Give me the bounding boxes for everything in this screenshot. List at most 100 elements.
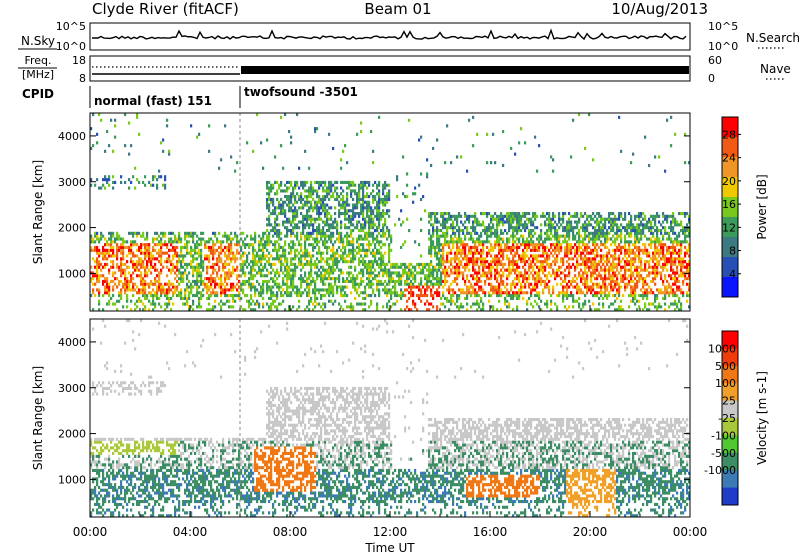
data-cell [544,237,547,241]
data-cell [388,279,391,283]
data-cell [100,186,103,190]
data-cell [512,214,515,218]
data-cell [364,296,367,300]
data-cell [508,302,511,306]
data-cell [154,243,157,247]
data-cell [564,254,567,258]
data-cell [110,279,113,283]
data-cell [192,265,195,269]
data-cell [590,251,593,255]
data-cell [280,265,283,269]
data-cell [540,260,543,264]
data-cell [256,251,259,255]
data-cell [378,226,381,230]
data-cell [152,299,155,303]
data-cell [234,294,237,298]
data-cell [274,257,277,261]
data-cell [114,180,117,184]
data-cell [274,274,277,278]
data-cell [286,294,289,298]
data-cell [138,180,141,184]
data-cell [300,192,303,196]
data-cell [276,254,279,258]
data-cell [104,265,107,269]
data-cell [206,265,209,269]
data-cell [556,245,559,249]
data-cell [290,260,293,264]
data-cell [572,294,575,298]
data-cell [550,220,553,224]
data-cell [302,214,305,218]
data-cell [148,251,151,255]
data-cell [110,118,113,122]
data-cell [480,260,483,264]
data-cell [98,240,101,244]
data-cell [294,234,297,238]
data-cell [410,285,413,289]
data-cell [162,265,165,269]
data-cell [208,285,211,289]
data-cell [616,282,619,286]
data-cell [374,245,377,249]
data-cell [446,279,449,283]
data-cell [598,296,601,300]
data-cell [406,265,409,269]
data-cell [568,217,571,221]
data-cell [594,254,597,258]
data-cell [574,279,577,283]
data-cell [400,265,403,269]
data-cell [484,212,487,216]
data-cell [324,197,327,201]
data-cell [464,212,467,216]
data-cell [112,245,115,249]
data-cell [496,231,499,235]
data-cell [242,291,245,295]
data-cell [410,288,413,292]
data-cell [110,240,113,244]
data-cell [170,262,173,266]
data-cell [258,257,261,261]
data-cell [552,243,555,247]
data-cell [368,214,371,218]
data-cell [280,144,283,148]
data-cell [208,257,211,261]
data-cell [526,277,529,281]
data-cell [362,248,365,252]
data-cell [496,288,499,292]
data-cell [310,279,313,283]
data-cell [224,271,227,275]
data-cell [536,271,539,275]
data-cell [102,257,105,261]
data-cell [120,175,123,179]
data-cell [316,262,319,266]
data-cell [220,277,223,281]
data-cell [550,229,553,233]
data-cell [254,288,257,292]
data-cell [530,248,533,252]
data-cell [220,305,223,309]
data-cell [166,282,169,286]
data-cell [586,229,589,233]
data-cell [358,302,361,306]
data-cell [534,212,537,216]
data-cell [486,274,489,278]
data-cell [356,274,359,278]
data-cell [274,217,277,221]
data-cell [588,268,591,272]
data-cell [444,296,447,300]
data-cell [234,268,237,272]
data-cell [600,217,603,221]
data-cell [112,248,115,252]
data-cell [116,265,119,269]
data-cell [214,243,217,247]
data-cell [582,277,585,281]
data-cell [532,214,535,218]
data-cell [466,277,469,281]
data-cell [98,299,101,303]
data-cell [478,302,481,306]
data-cell [562,214,565,218]
data-cell [314,189,317,193]
data-cell [268,271,271,275]
data-cell [254,268,257,272]
data-cell [456,248,459,252]
